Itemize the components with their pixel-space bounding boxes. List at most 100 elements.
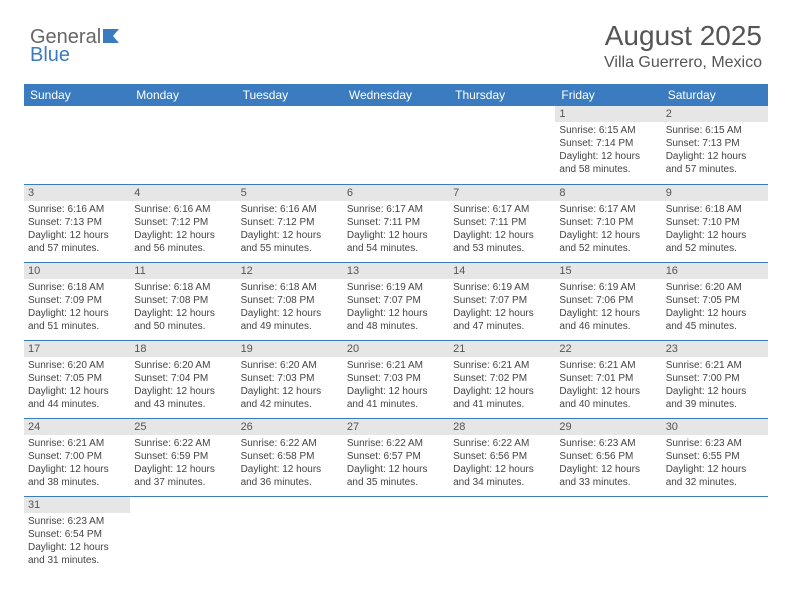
logo-blue: Blue — [30, 44, 70, 67]
calendar-cell: 30Sunrise: 6:23 AMSunset: 6:55 PMDayligh… — [662, 418, 768, 496]
sunrise-line: Sunrise: 6:19 AM — [559, 281, 657, 294]
daylight-line: Daylight: 12 hours and 50 minutes. — [134, 307, 232, 333]
daylight-line: Daylight: 12 hours and 41 minutes. — [453, 385, 551, 411]
cell-body: Sunrise: 6:20 AMSunset: 7:03 PMDaylight:… — [237, 357, 343, 415]
daylight-line: Daylight: 12 hours and 53 minutes. — [453, 229, 551, 255]
daylight-line: Daylight: 12 hours and 52 minutes. — [666, 229, 764, 255]
daylight-line: Daylight: 12 hours and 39 minutes. — [666, 385, 764, 411]
cell-body: Sunrise: 6:22 AMSunset: 6:56 PMDaylight:… — [449, 435, 555, 493]
sunset-line: Sunset: 7:03 PM — [347, 372, 445, 385]
calendar-cell — [237, 106, 343, 184]
sunset-line: Sunset: 6:56 PM — [453, 450, 551, 463]
daylight-line: Daylight: 12 hours and 57 minutes. — [666, 150, 764, 176]
cell-body: Sunrise: 6:18 AMSunset: 7:09 PMDaylight:… — [24, 279, 130, 337]
daylight-line: Daylight: 12 hours and 49 minutes. — [241, 307, 339, 333]
daylight-line: Daylight: 12 hours and 32 minutes. — [666, 463, 764, 489]
sunset-line: Sunset: 7:12 PM — [134, 216, 232, 229]
day-number: 24 — [24, 419, 130, 435]
calendar-cell: 21Sunrise: 6:21 AMSunset: 7:02 PMDayligh… — [449, 340, 555, 418]
day-number: 13 — [343, 263, 449, 279]
location: Villa Guerrero, Mexico — [604, 54, 762, 72]
day-number: 22 — [555, 341, 661, 357]
calendar-cell: 10Sunrise: 6:18 AMSunset: 7:09 PMDayligh… — [24, 262, 130, 340]
day-number: 1 — [555, 106, 661, 122]
title-block: August 2025 Villa Guerrero, Mexico — [604, 20, 762, 72]
day-number: 10 — [24, 263, 130, 279]
sunrise-line: Sunrise: 6:20 AM — [666, 281, 764, 294]
daylight-line: Daylight: 12 hours and 40 minutes. — [559, 385, 657, 411]
cell-body: Sunrise: 6:20 AMSunset: 7:05 PMDaylight:… — [662, 279, 768, 337]
sunset-line: Sunset: 7:01 PM — [559, 372, 657, 385]
cell-body: Sunrise: 6:17 AMSunset: 7:11 PMDaylight:… — [343, 201, 449, 259]
cell-body: Sunrise: 6:23 AMSunset: 6:56 PMDaylight:… — [555, 435, 661, 493]
sunrise-line: Sunrise: 6:15 AM — [559, 124, 657, 137]
sunrise-line: Sunrise: 6:23 AM — [559, 437, 657, 450]
daylight-line: Daylight: 12 hours and 33 minutes. — [559, 463, 657, 489]
calendar-cell: 14Sunrise: 6:19 AMSunset: 7:07 PMDayligh… — [449, 262, 555, 340]
sunrise-line: Sunrise: 6:16 AM — [134, 203, 232, 216]
day-number: 7 — [449, 185, 555, 201]
daylight-line: Daylight: 12 hours and 36 minutes. — [241, 463, 339, 489]
sunset-line: Sunset: 7:13 PM — [28, 216, 126, 229]
calendar-cell — [449, 106, 555, 184]
cell-body: Sunrise: 6:23 AMSunset: 6:55 PMDaylight:… — [662, 435, 768, 493]
calendar-cell: 25Sunrise: 6:22 AMSunset: 6:59 PMDayligh… — [130, 418, 236, 496]
daylight-line: Daylight: 12 hours and 45 minutes. — [666, 307, 764, 333]
calendar-row: 10Sunrise: 6:18 AMSunset: 7:09 PMDayligh… — [24, 262, 768, 340]
calendar-cell — [449, 496, 555, 574]
sunrise-line: Sunrise: 6:17 AM — [347, 203, 445, 216]
sunrise-line: Sunrise: 6:22 AM — [347, 437, 445, 450]
calendar-cell: 18Sunrise: 6:20 AMSunset: 7:04 PMDayligh… — [130, 340, 236, 418]
sunset-line: Sunset: 6:55 PM — [666, 450, 764, 463]
day-header: Tuesday — [237, 84, 343, 106]
day-number: 3 — [24, 185, 130, 201]
sunrise-line: Sunrise: 6:23 AM — [666, 437, 764, 450]
sunset-line: Sunset: 7:10 PM — [559, 216, 657, 229]
sunrise-line: Sunrise: 6:18 AM — [241, 281, 339, 294]
calendar-cell: 3Sunrise: 6:16 AMSunset: 7:13 PMDaylight… — [24, 184, 130, 262]
calendar-cell: 26Sunrise: 6:22 AMSunset: 6:58 PMDayligh… — [237, 418, 343, 496]
sunset-line: Sunset: 7:08 PM — [134, 294, 232, 307]
sunset-line: Sunset: 7:14 PM — [559, 137, 657, 150]
day-header-row: SundayMondayTuesdayWednesdayThursdayFrid… — [24, 84, 768, 106]
sunrise-line: Sunrise: 6:20 AM — [241, 359, 339, 372]
sunrise-line: Sunrise: 6:22 AM — [241, 437, 339, 450]
day-number: 8 — [555, 185, 661, 201]
sunrise-line: Sunrise: 6:19 AM — [453, 281, 551, 294]
sunrise-line: Sunrise: 6:22 AM — [134, 437, 232, 450]
calendar-cell: 20Sunrise: 6:21 AMSunset: 7:03 PMDayligh… — [343, 340, 449, 418]
sunrise-line: Sunrise: 6:21 AM — [666, 359, 764, 372]
calendar-cell: 17Sunrise: 6:20 AMSunset: 7:05 PMDayligh… — [24, 340, 130, 418]
sunrise-line: Sunrise: 6:22 AM — [453, 437, 551, 450]
calendar-cell — [662, 496, 768, 574]
calendar-cell: 4Sunrise: 6:16 AMSunset: 7:12 PMDaylight… — [130, 184, 236, 262]
sunset-line: Sunset: 7:09 PM — [28, 294, 126, 307]
cell-body: Sunrise: 6:21 AMSunset: 7:03 PMDaylight:… — [343, 357, 449, 415]
header: General August 2025 Villa Guerrero, Mexi… — [0, 0, 792, 84]
sunset-line: Sunset: 7:00 PM — [28, 450, 126, 463]
cell-body: Sunrise: 6:22 AMSunset: 6:57 PMDaylight:… — [343, 435, 449, 493]
day-number: 17 — [24, 341, 130, 357]
daylight-line: Daylight: 12 hours and 35 minutes. — [347, 463, 445, 489]
day-number: 27 — [343, 419, 449, 435]
day-number: 29 — [555, 419, 661, 435]
cell-body: Sunrise: 6:21 AMSunset: 7:00 PMDaylight:… — [24, 435, 130, 493]
day-number: 26 — [237, 419, 343, 435]
calendar-cell — [24, 106, 130, 184]
cell-body: Sunrise: 6:20 AMSunset: 7:05 PMDaylight:… — [24, 357, 130, 415]
cell-body: Sunrise: 6:16 AMSunset: 7:12 PMDaylight:… — [130, 201, 236, 259]
cell-body: Sunrise: 6:18 AMSunset: 7:08 PMDaylight:… — [237, 279, 343, 337]
calendar-cell: 6Sunrise: 6:17 AMSunset: 7:11 PMDaylight… — [343, 184, 449, 262]
daylight-line: Daylight: 12 hours and 57 minutes. — [28, 229, 126, 255]
cell-body: Sunrise: 6:21 AMSunset: 7:00 PMDaylight:… — [662, 357, 768, 415]
daylight-line: Daylight: 12 hours and 37 minutes. — [134, 463, 232, 489]
cell-body: Sunrise: 6:19 AMSunset: 7:07 PMDaylight:… — [343, 279, 449, 337]
calendar-cell: 11Sunrise: 6:18 AMSunset: 7:08 PMDayligh… — [130, 262, 236, 340]
sunrise-line: Sunrise: 6:21 AM — [559, 359, 657, 372]
day-number: 15 — [555, 263, 661, 279]
day-number: 5 — [237, 185, 343, 201]
calendar-cell: 22 Sunrise: 6:21 AMSunset: 7:01 PMDayligh… — [555, 340, 661, 418]
sunrise-line: Sunrise: 6:21 AM — [453, 359, 551, 372]
day-number: 11 — [130, 263, 236, 279]
sunrise-line: Sunrise: 6:17 AM — [559, 203, 657, 216]
